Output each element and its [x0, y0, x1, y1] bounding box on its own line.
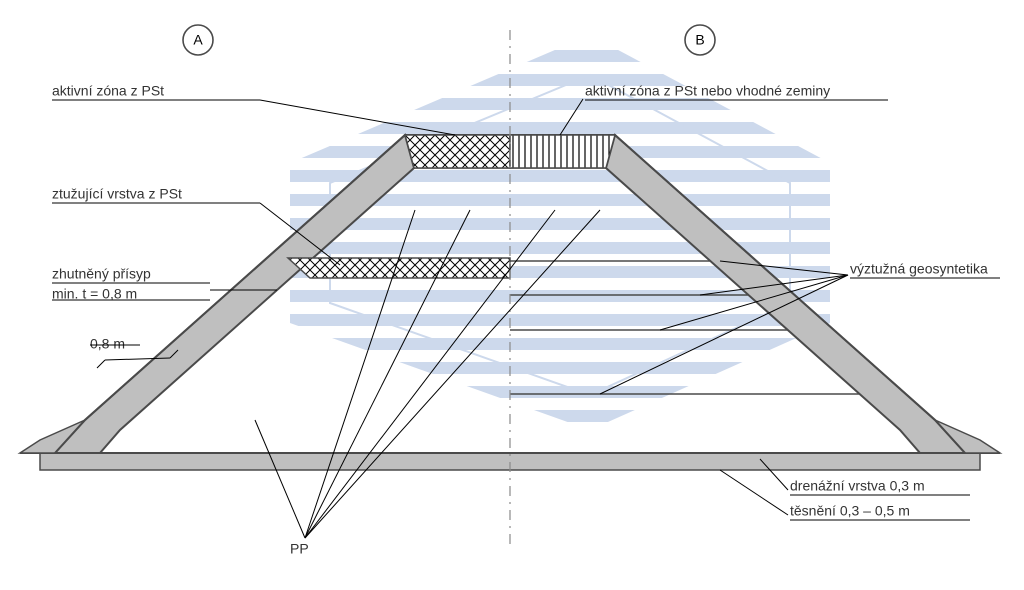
svg-text:A: A — [193, 32, 203, 48]
svg-text:0,8 m: 0,8 m — [90, 336, 125, 352]
svg-text:ztužující vrstva z PSt: ztužující vrstva z PSt — [52, 186, 182, 202]
marker-b: B — [685, 25, 715, 55]
svg-text:PP: PP — [290, 541, 309, 557]
label-08m: 0,8 m — [90, 336, 125, 352]
label-zhutneny2: min. t = 0,8 m — [52, 286, 137, 302]
label-ztuzujici: ztužující vrstva z PSt — [52, 186, 182, 202]
active-zone-right — [510, 135, 615, 168]
svg-text:B: B — [695, 32, 704, 48]
label-pp: PP — [290, 541, 309, 557]
svg-text:drenážní vrstva 0,3 m: drenážní vrstva 0,3 m — [790, 478, 925, 494]
hex-stripe-bg — [280, 50, 840, 422]
marker-a: A — [183, 25, 213, 55]
svg-text:zhutněný přísyp: zhutněný přísyp — [52, 266, 151, 282]
label-aktivni_zona_b: aktivní zóna z PSt nebo vhodné zeminy — [585, 83, 830, 99]
label-aktivni_zona_a: aktivní zóna z PSt — [52, 83, 164, 99]
active-zone-left — [405, 135, 510, 168]
label-zhutneny1: zhutněný přísyp — [52, 266, 151, 282]
label-drenaz: drenážní vrstva 0,3 m — [790, 478, 925, 494]
label-tesneni: těsnění 0,3 – 0,5 m — [790, 503, 910, 519]
svg-text:aktivní zóna z PSt: aktivní zóna z PSt — [52, 83, 164, 99]
svg-text:min. t = 0,8 m: min. t = 0,8 m — [52, 286, 137, 302]
stiffening-layer — [288, 258, 510, 278]
svg-text:těsnění 0,3 – 0,5 m: těsnění 0,3 – 0,5 m — [790, 503, 910, 519]
svg-text:výztužná geosyntetika: výztužná geosyntetika — [850, 261, 988, 277]
svg-text:aktivní zóna z PSt nebo vhodné: aktivní zóna z PSt nebo vhodné zeminy — [585, 83, 830, 99]
label-vyztuz: výztužná geosyntetika — [850, 261, 988, 277]
